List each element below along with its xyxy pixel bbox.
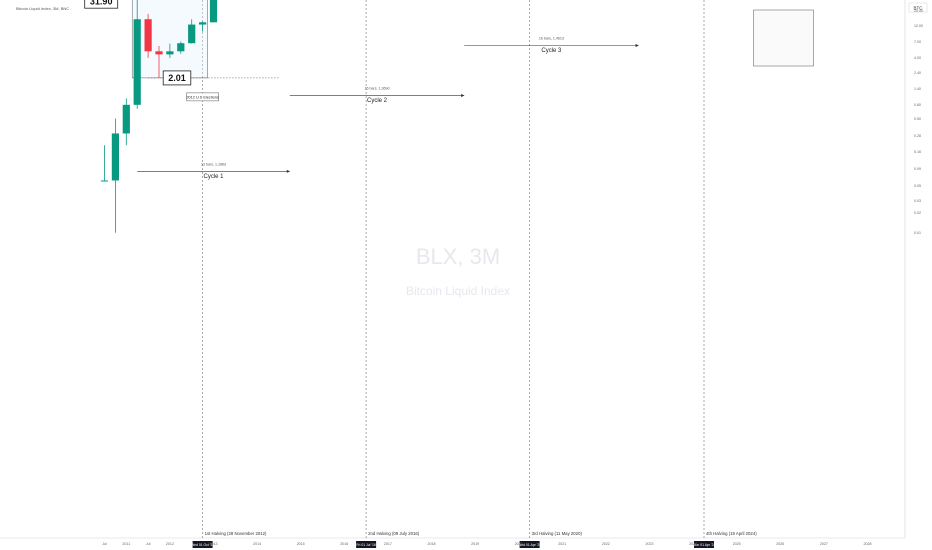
y-tick-label: 4.00 — [914, 56, 921, 60]
y-tick-label: 0.50 — [914, 117, 921, 121]
y-tick-label: 0.02 — [914, 211, 921, 215]
x-tick-label: 2027 — [820, 542, 828, 546]
candle-body — [166, 51, 174, 55]
price-callout-box — [84, 0, 119, 9]
axes: Wed 01 Oct '12 Fri 01 Jul '16 Wed 01 Apr '… — [102, 9, 923, 548]
cycle-info: 15 bars, 1,369d — [365, 87, 390, 91]
y-tick-label: 0.09 — [914, 167, 921, 171]
election-box — [186, 92, 219, 102]
watermark-symbol: BLX, 3M — [416, 244, 500, 269]
x-tick-label: Jul — [146, 542, 151, 546]
x-tick-label: 2015 — [297, 542, 305, 546]
y-tick-label: 0.03 — [914, 199, 921, 203]
x-tick-label: Jul — [102, 542, 107, 546]
x-tick-label: 2016 — [340, 542, 348, 546]
y-tick-label: 7.00 — [914, 40, 921, 44]
halving-date-label: Fri 01 Jul '16 — [356, 543, 375, 547]
chart-title: Bitcoin Liquid Index, 3M, BNC — [16, 6, 69, 11]
x-tick-label: 2023 — [646, 542, 654, 546]
x-tick-label: 2012 — [166, 542, 174, 546]
candle-body — [199, 22, 207, 25]
candle-body — [111, 133, 119, 181]
halving-label: 1st Halving (28 November 2012) — [205, 531, 267, 536]
halving-date-tag — [356, 541, 377, 548]
y-tick-label: 12.00 — [914, 24, 923, 28]
halving-date-tag — [519, 541, 540, 548]
candle-body — [122, 104, 130, 134]
price-callout-box — [162, 70, 192, 86]
cycle-arrow-head — [286, 169, 290, 173]
y-tick-label: 2.40 — [914, 71, 921, 75]
symbol-box-label: BTC — [914, 6, 924, 11]
candle-body — [188, 24, 196, 44]
x-tick-label: 2021 — [558, 542, 566, 546]
halving-label: 3rd Halving (11 May 2020) — [532, 531, 583, 536]
x-tick-label: 2011 — [122, 542, 130, 546]
cycle-label: Cycle 3 — [541, 48, 562, 54]
projection-box — [753, 9, 814, 67]
halving-label: 4th Halving (19 April 2024) — [706, 531, 757, 536]
candle-body — [155, 51, 163, 55]
candles — [100, 0, 218, 233]
halving-date-label: Wed 01 Apr '20 — [518, 543, 541, 547]
x-tick-label: 2020 — [515, 542, 523, 546]
watermark-name: Bitcoin Liquid Index — [406, 284, 510, 298]
y-tick-label: 0.16 — [914, 150, 921, 154]
candle-body — [177, 43, 185, 52]
halving-date-label: Wed 01 Oct '12 — [191, 543, 214, 547]
price-callout-label: 2.01 — [168, 73, 186, 83]
x-tick-label: 2026 — [776, 542, 784, 546]
x-tick-label: 2019 — [471, 542, 479, 546]
election-label: 2012 U.S Elections — [186, 95, 218, 99]
annotations: 2.0131.901,177.19163.8819,764.513,148.33… — [84, 0, 639, 180]
x-tick-label: 2013 — [210, 542, 218, 546]
halving-label: 2nd Halving (09 July 2016) — [368, 531, 420, 536]
cycle-label: Cycle 2 — [367, 98, 388, 104]
cycle-info: 13 bars, 1,186d — [201, 162, 226, 166]
x-tick-label: 2018 — [428, 542, 436, 546]
y-tick-label: 0.05 — [914, 184, 921, 188]
cycle-range-box — [131, 0, 208, 79]
x-tick-label: 2017 — [384, 542, 392, 546]
x-tick-label: 2022 — [602, 542, 610, 546]
y-tick-label: 20.00 — [914, 9, 923, 13]
y-tick-label: 0.80 — [914, 103, 921, 107]
candle-body — [144, 19, 152, 52]
x-tick-label: 2028 — [864, 542, 872, 546]
x-tick-label: 2025 — [733, 542, 741, 546]
halving-lines: 1st Halving (28 November 2012) 2nd Halvin… — [202, 0, 757, 538]
candle-body — [133, 19, 141, 105]
y-tick-label: 1.40 — [914, 87, 921, 91]
x-tick-label: 2014 — [253, 542, 261, 546]
symbol-box — [908, 2, 928, 13]
x-tick-label: 2024 — [689, 542, 697, 546]
candle-body — [100, 180, 109, 182]
halving-date-tag — [694, 541, 714, 548]
price-callout-label: 31.90 — [90, 0, 113, 6]
cycle-info: 16 bars, 1,461d — [539, 36, 564, 40]
cycle-label: Cycle 1 — [203, 174, 224, 180]
candle-body — [209, 0, 218, 23]
cycle-arrow-head — [461, 93, 465, 98]
y-tick-label: 0.28 — [914, 134, 921, 138]
y-tick-label: 0.01 — [914, 231, 921, 235]
halving-date-label: Mon 01 Apr '24 — [693, 543, 716, 547]
cycle-arrow-head — [635, 43, 639, 48]
halving-date-tag — [192, 541, 213, 548]
